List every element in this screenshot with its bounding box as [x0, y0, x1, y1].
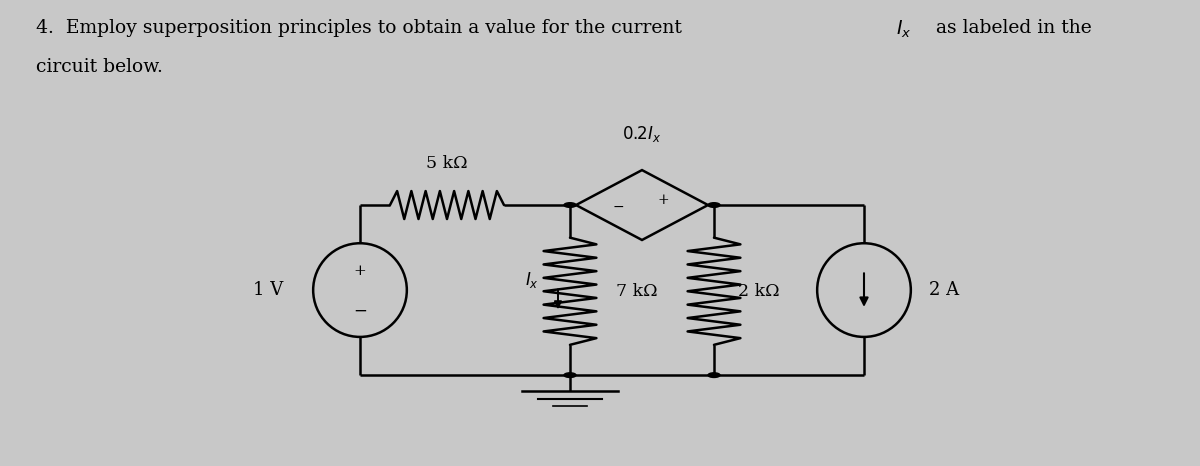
- Text: −: −: [612, 200, 624, 214]
- Text: 4.  Employ superposition principles to obtain a value for the current: 4. Employ superposition principles to ob…: [36, 19, 688, 37]
- Ellipse shape: [817, 243, 911, 337]
- Text: +: +: [354, 264, 366, 278]
- Text: −: −: [353, 302, 367, 320]
- Text: $0.2I_x$: $0.2I_x$: [623, 124, 661, 144]
- Ellipse shape: [313, 243, 407, 337]
- Text: +: +: [658, 193, 670, 207]
- Text: circuit below.: circuit below.: [36, 58, 163, 76]
- Text: 1 V: 1 V: [253, 281, 283, 299]
- Circle shape: [564, 373, 576, 377]
- Circle shape: [708, 203, 720, 207]
- Text: 7 kΩ: 7 kΩ: [616, 283, 658, 300]
- Circle shape: [708, 373, 720, 377]
- Text: as labeled in the: as labeled in the: [930, 19, 1092, 37]
- Circle shape: [564, 203, 576, 207]
- Text: 2 A: 2 A: [929, 281, 959, 299]
- Text: $I_x$: $I_x$: [524, 270, 539, 289]
- Polygon shape: [576, 170, 708, 240]
- Text: 5 kΩ: 5 kΩ: [426, 155, 468, 171]
- Text: $I_x$: $I_x$: [896, 19, 912, 40]
- Text: 2 kΩ: 2 kΩ: [738, 283, 780, 300]
